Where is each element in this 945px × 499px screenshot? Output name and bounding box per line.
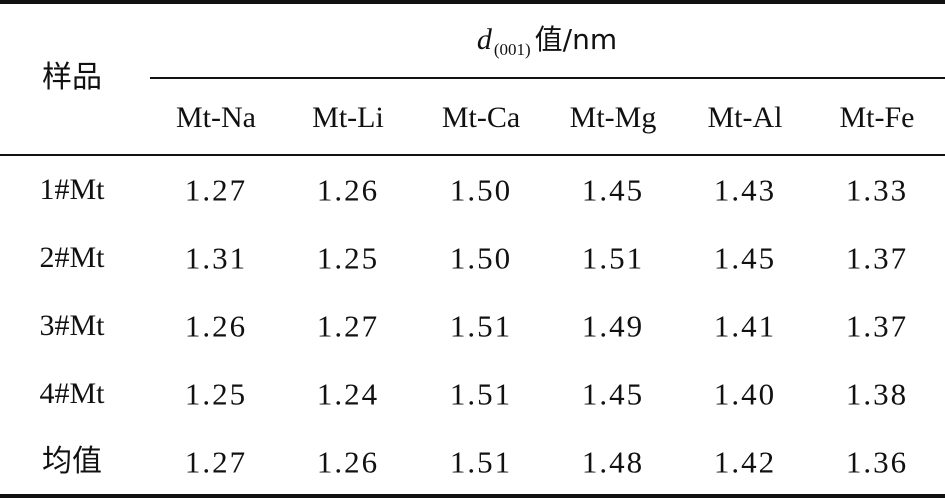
table-bottom-rule <box>0 494 945 498</box>
table-cell: 1.33 <box>845 172 909 208</box>
table-cell: 1.26 <box>316 444 380 480</box>
table-cell: 1.24 <box>316 376 380 412</box>
column-header-mt-mg: Mt-Mg <box>569 101 657 134</box>
table-cell: 1.45 <box>581 172 645 208</box>
column-header-mt-na: Mt-Na <box>176 101 256 134</box>
table-cell: 1.27 <box>184 172 248 208</box>
group-header-suffix: 值/nm <box>534 23 618 56</box>
table-cell: 1.27 <box>184 444 248 480</box>
table-cell: 1.50 <box>449 240 513 276</box>
table-cell: 1.51 <box>449 444 513 480</box>
table-cell: 1.45 <box>581 376 645 412</box>
table-cell: 1.36 <box>845 444 909 480</box>
table-cell: 1.48 <box>581 444 645 480</box>
table-cell: 1.26 <box>184 308 248 344</box>
row-label: 3#Mt <box>39 309 105 342</box>
table-cell: 1.40 <box>713 376 777 412</box>
table-cell: 1.51 <box>449 376 513 412</box>
table-cell: 1.51 <box>449 308 513 344</box>
table-cell: 1.51 <box>581 240 645 276</box>
table-cell: 1.31 <box>184 240 248 276</box>
table-cell: 1.27 <box>316 308 380 344</box>
row-label-mean: 均值 <box>42 444 102 479</box>
table-cell: 1.41 <box>713 308 777 344</box>
column-header-mt-fe: Mt-Fe <box>839 101 915 134</box>
table-cell: 1.37 <box>845 240 909 276</box>
d001-group-header: d (001) 值/nm <box>476 23 618 59</box>
table-cell: 1.25 <box>316 240 380 276</box>
table-cell: 1.26 <box>316 172 380 208</box>
column-header-mt-al: Mt-Al <box>707 101 783 134</box>
table-cell: 1.43 <box>713 172 777 208</box>
row-label: 2#Mt <box>39 241 105 274</box>
d-symbol: d <box>476 23 492 56</box>
row-label: 4#Mt <box>39 377 105 410</box>
table-cell: 1.50 <box>449 172 513 208</box>
group-header-rule <box>150 77 945 79</box>
d-subscript: (001) <box>493 40 531 59</box>
header-bottom-rule <box>0 154 945 156</box>
column-header-mt-li: Mt-Li <box>312 101 384 134</box>
table-cell: 1.49 <box>581 308 645 344</box>
table-cell: 1.37 <box>845 308 909 344</box>
row-label: 1#Mt <box>39 173 105 206</box>
table-cell: 1.42 <box>713 444 777 480</box>
table-cell: 1.25 <box>184 376 248 412</box>
column-header-mt-ca: Mt-Ca <box>441 101 521 134</box>
table-cell: 1.45 <box>713 240 777 276</box>
sample-column-header: 样品 <box>42 60 102 95</box>
table-top-rule <box>0 0 945 4</box>
table-cell: 1.38 <box>845 376 909 412</box>
